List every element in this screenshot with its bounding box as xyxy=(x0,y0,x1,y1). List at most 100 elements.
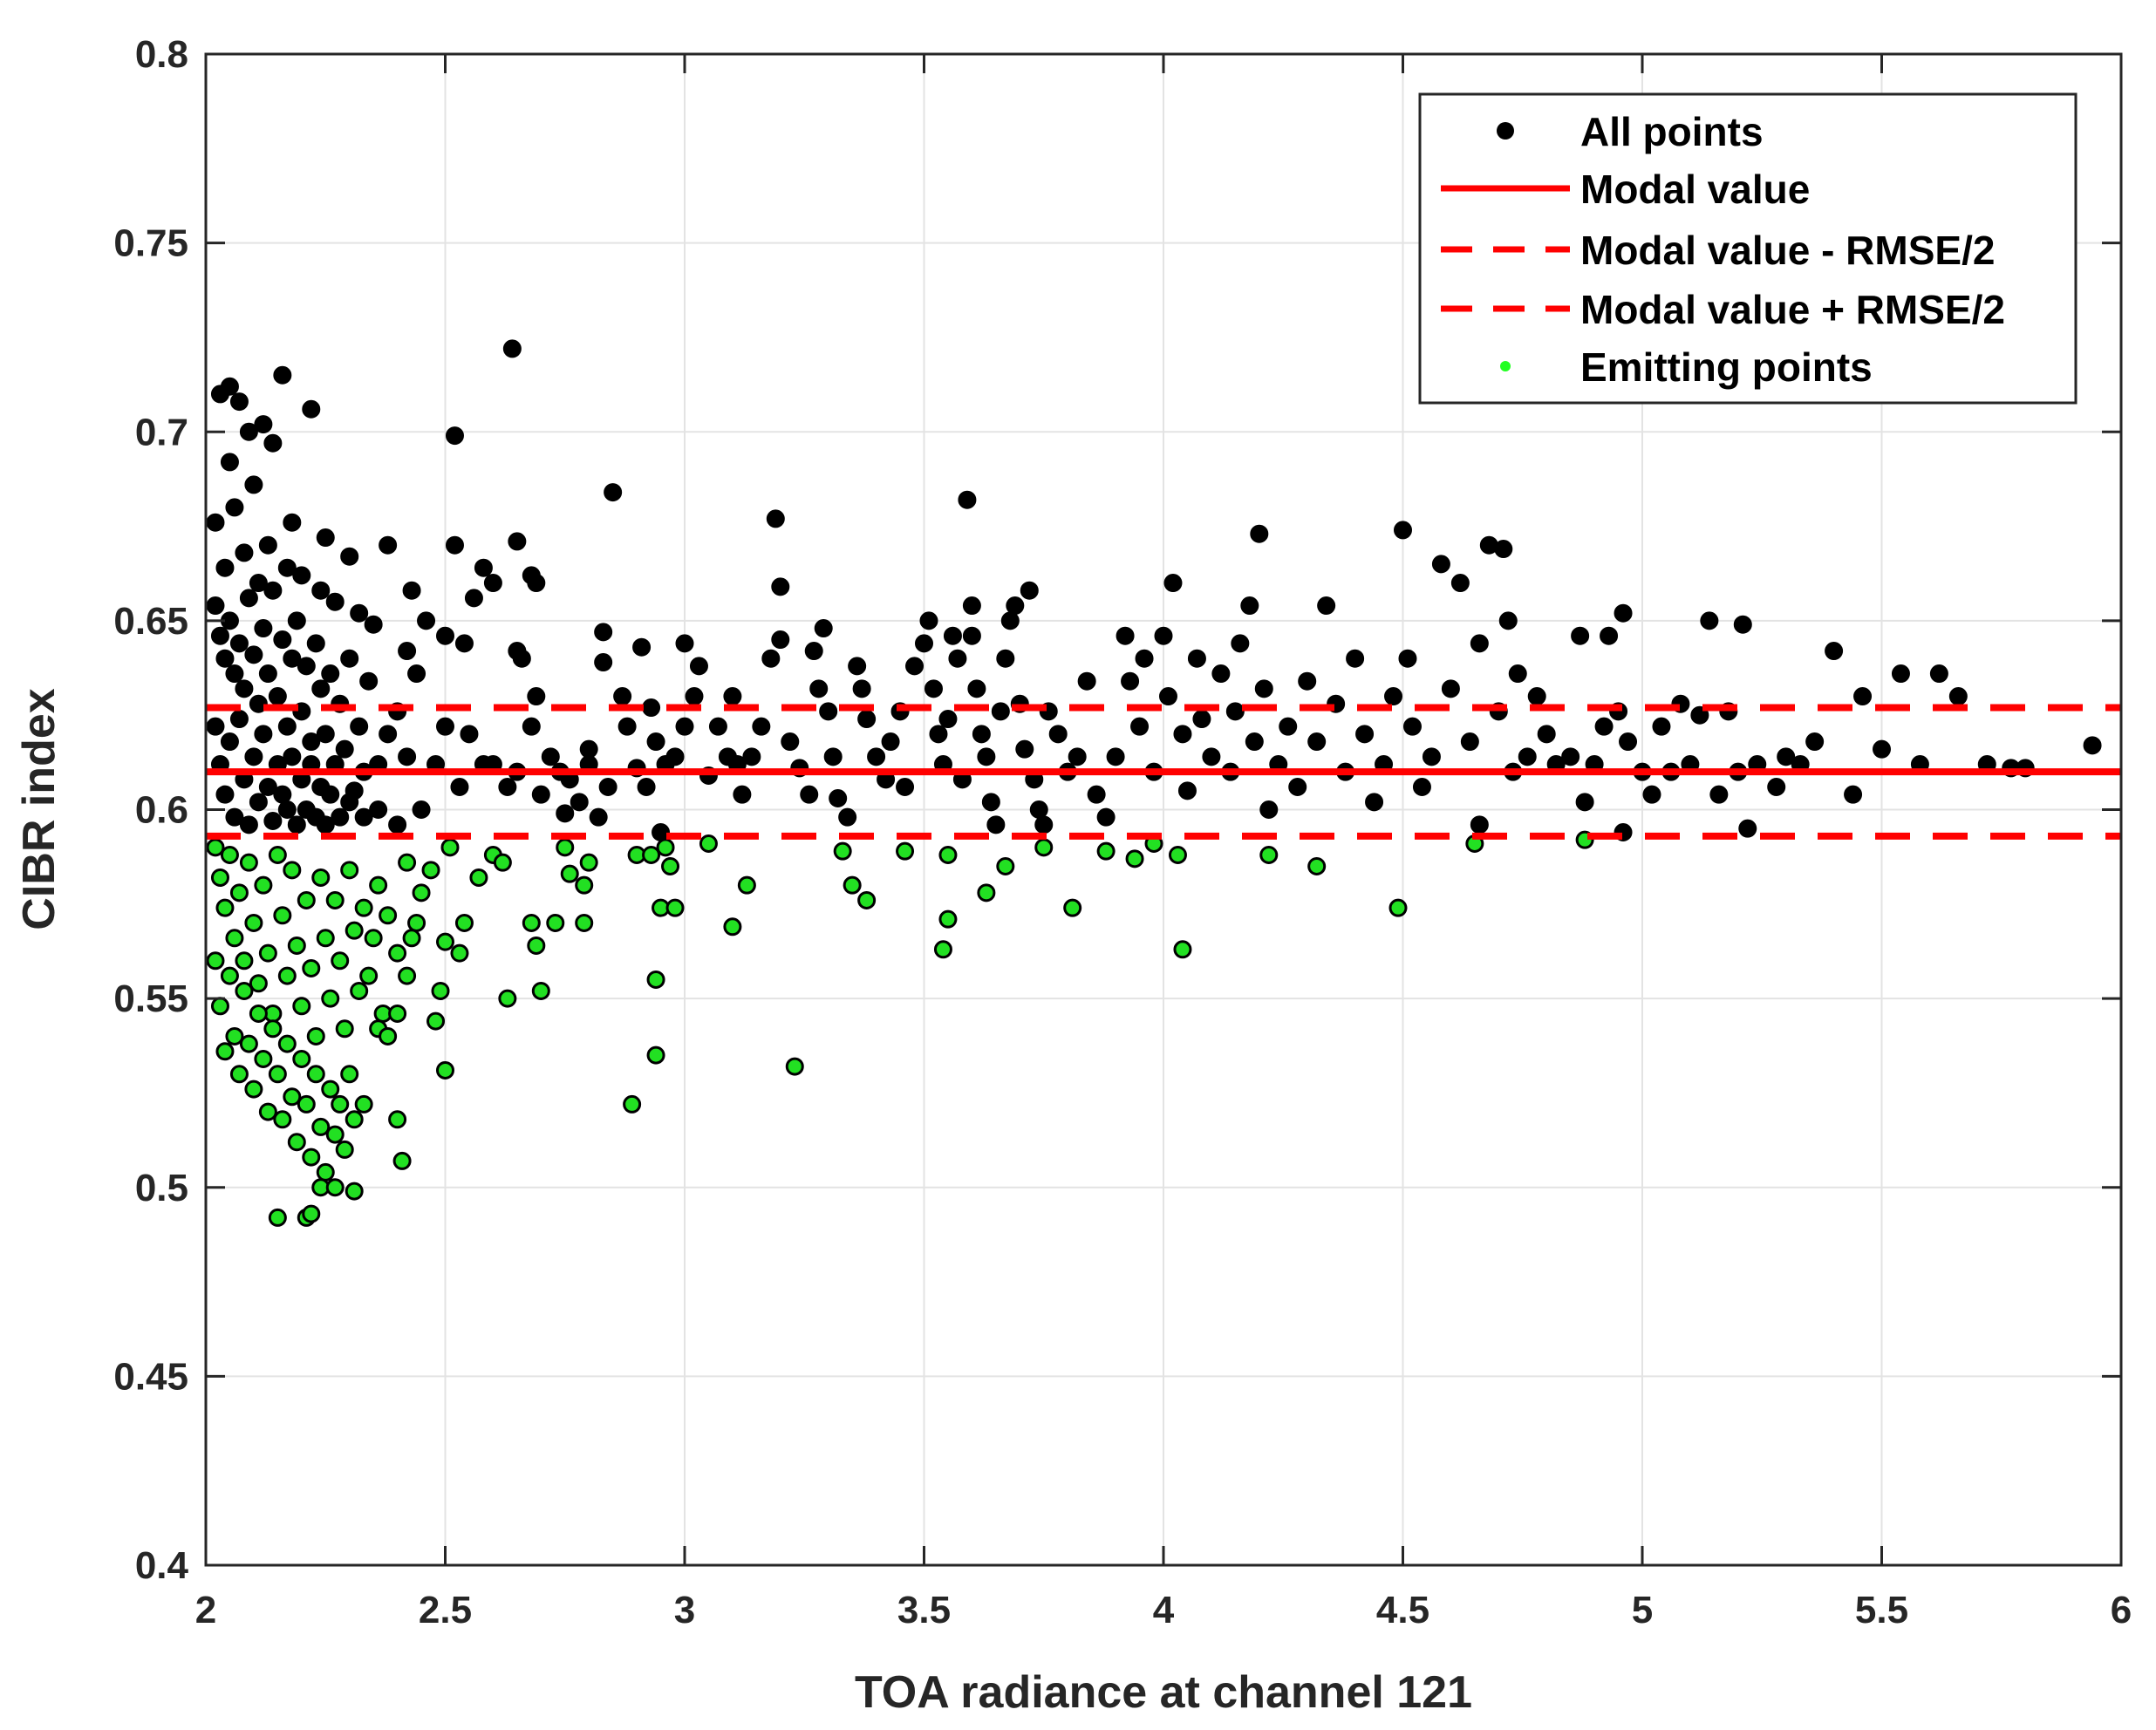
data-point-all xyxy=(445,535,464,555)
data-point-all xyxy=(229,710,249,729)
data-point-emitting xyxy=(450,943,469,963)
data-point-all xyxy=(1077,671,1096,691)
data-point-all xyxy=(1853,687,1873,706)
data-point-emitting xyxy=(292,997,311,1016)
data-point-emitting xyxy=(843,875,862,895)
data-point-emitting xyxy=(402,929,421,948)
data-point-all xyxy=(1402,717,1422,736)
data-point-emitting xyxy=(325,1125,345,1144)
data-point-all xyxy=(498,778,517,797)
data-point-all xyxy=(1948,687,1968,706)
y-tick-label: 0.8 xyxy=(135,33,188,76)
y-tick-label: 0.55 xyxy=(113,977,188,1020)
data-point-all xyxy=(943,626,962,645)
data-point-emitting xyxy=(235,981,254,1000)
data-point-all xyxy=(316,725,335,744)
data-point-all xyxy=(258,778,277,797)
y-axis-title: CIBR index xyxy=(14,688,65,930)
data-point-emitting xyxy=(244,913,263,932)
data-point-all xyxy=(239,422,258,441)
data-point-emitting xyxy=(302,1148,321,1167)
legend-marker-all-points xyxy=(1497,122,1514,140)
data-point-all xyxy=(220,377,239,396)
data-point-all xyxy=(1250,524,1269,543)
data-point-all xyxy=(1600,626,1619,645)
data-point-all xyxy=(508,532,527,551)
data-point-all xyxy=(752,717,771,736)
data-point-emitting xyxy=(210,997,229,1016)
data-point-all xyxy=(771,577,790,596)
data-point-all xyxy=(1130,717,1150,736)
data-point-all xyxy=(1844,785,1863,804)
data-point-emitting xyxy=(699,834,718,853)
data-point-all xyxy=(1096,807,1116,827)
data-point-all xyxy=(316,528,335,548)
data-point-all xyxy=(244,645,263,664)
data-point-all xyxy=(1470,634,1489,653)
data-point-all xyxy=(1298,671,1317,691)
data-point-emitting xyxy=(575,913,594,932)
data-point-all xyxy=(781,732,800,752)
data-point-all xyxy=(1441,679,1460,698)
data-point-all xyxy=(1498,611,1518,630)
data-point-all xyxy=(1106,747,1125,766)
y-tick-label: 0.4 xyxy=(135,1544,189,1587)
data-point-all xyxy=(364,615,383,634)
y-tick-label: 0.65 xyxy=(113,600,188,643)
y-tick-label: 0.6 xyxy=(135,789,188,832)
data-point-all xyxy=(829,789,848,808)
data-point-all xyxy=(283,513,302,532)
data-point-all xyxy=(766,509,785,528)
data-point-all xyxy=(594,653,613,672)
data-point-emitting xyxy=(277,1034,297,1053)
data-point-all xyxy=(1187,649,1206,668)
data-point-all xyxy=(1398,649,1417,668)
data-point-all xyxy=(541,747,560,766)
data-point-all xyxy=(915,634,933,653)
data-point-emitting xyxy=(556,838,575,857)
data-point-all xyxy=(637,778,656,797)
data-point-all xyxy=(306,634,325,653)
data-point-emitting xyxy=(1034,838,1054,857)
data-point-all xyxy=(896,778,915,797)
data-point-all xyxy=(263,811,283,830)
data-point-all xyxy=(1068,747,1087,766)
data-point-all xyxy=(708,717,727,736)
data-point-all xyxy=(287,815,306,834)
data-point-emitting xyxy=(273,1110,292,1129)
data-point-all xyxy=(938,710,958,729)
data-point-all xyxy=(239,589,258,608)
data-point-all xyxy=(1225,702,1245,721)
x-tick-label: 5 xyxy=(1632,1589,1653,1631)
data-point-emitting xyxy=(316,1162,335,1182)
data-point-all xyxy=(823,747,843,766)
data-point-all xyxy=(325,592,345,611)
data-point-all xyxy=(819,702,838,721)
data-point-all xyxy=(1594,717,1614,736)
data-point-emitting xyxy=(1388,898,1408,917)
data-point-emitting xyxy=(268,1065,287,1084)
data-point-all xyxy=(1450,574,1470,593)
data-point-all xyxy=(1575,793,1594,812)
data-point-emitting xyxy=(440,838,460,857)
data-point-emitting xyxy=(379,1026,398,1045)
data-point-emitting xyxy=(229,1065,249,1084)
data-point-emitting xyxy=(531,981,550,1000)
data-point-all xyxy=(350,717,369,736)
data-point-all xyxy=(867,747,886,766)
data-point-emitting xyxy=(345,1182,364,1201)
data-point-all xyxy=(804,642,823,661)
data-point-emitting xyxy=(723,917,742,937)
reference-lines xyxy=(206,704,2121,840)
data-point-emitting xyxy=(398,966,417,985)
data-point-all xyxy=(958,490,977,509)
data-point-all xyxy=(1173,725,1192,744)
data-point-all xyxy=(225,498,244,517)
data-point-all xyxy=(589,807,608,827)
legend-marker-emitting-points xyxy=(1500,361,1511,371)
data-point-all xyxy=(1034,815,1054,834)
data-point-emitting xyxy=(210,868,229,887)
data-point-emitting xyxy=(392,1151,412,1170)
data-point-emitting xyxy=(469,868,488,887)
